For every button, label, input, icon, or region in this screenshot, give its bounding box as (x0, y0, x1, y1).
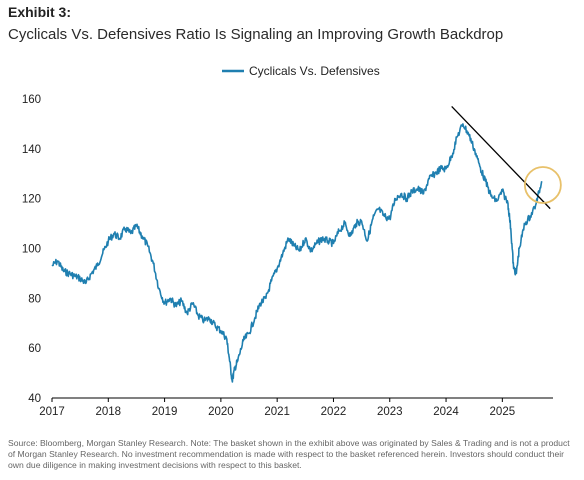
x-tick-label: 2024 (433, 406, 459, 418)
x-tick-label: 2019 (152, 406, 178, 418)
y-tick-label: 40 (28, 393, 41, 405)
trend-line (451, 106, 551, 210)
chart-title: Cyclicals Vs. Defensives Ratio Is Signal… (8, 26, 504, 43)
x-tick-label: 2017 (39, 406, 65, 418)
y-axis: 40 60 80 100 120 140 160 (22, 94, 41, 405)
series-line (51, 123, 543, 383)
y-tick-label: 160 (22, 94, 41, 106)
highlight-circle (523, 166, 562, 204)
y-tick-label: 120 (22, 194, 41, 206)
plot-area (51, 106, 562, 383)
y-tick-label: 140 (22, 144, 41, 156)
legend: Cyclicals Vs. Defensives (222, 64, 380, 78)
x-tick-label: 2018 (95, 406, 121, 418)
x-tick-label: 2020 (208, 406, 234, 418)
y-tick-label: 100 (22, 244, 41, 256)
legend-label: Cyclicals Vs. Defensives (249, 64, 380, 78)
x-tick-label: 2022 (321, 406, 347, 418)
x-tick-label: 2025 (490, 406, 516, 418)
x-tick-label: 2021 (264, 406, 290, 418)
x-tick-label: 2023 (377, 406, 403, 418)
source-note: Source: Bloomberg, Morgan Stanley Resear… (8, 438, 570, 470)
line-chart: Cyclicals Vs. Defensives 40 60 80 100 120 140… (22, 64, 562, 418)
y-tick-label: 80 (28, 293, 41, 305)
x-axis: 2017 2018 2019 2020 2021 2022 2023 2024 2025 (39, 397, 553, 418)
y-tick-label: 60 (28, 343, 41, 355)
exhibit-label: Exhibit 3: (8, 4, 72, 20)
